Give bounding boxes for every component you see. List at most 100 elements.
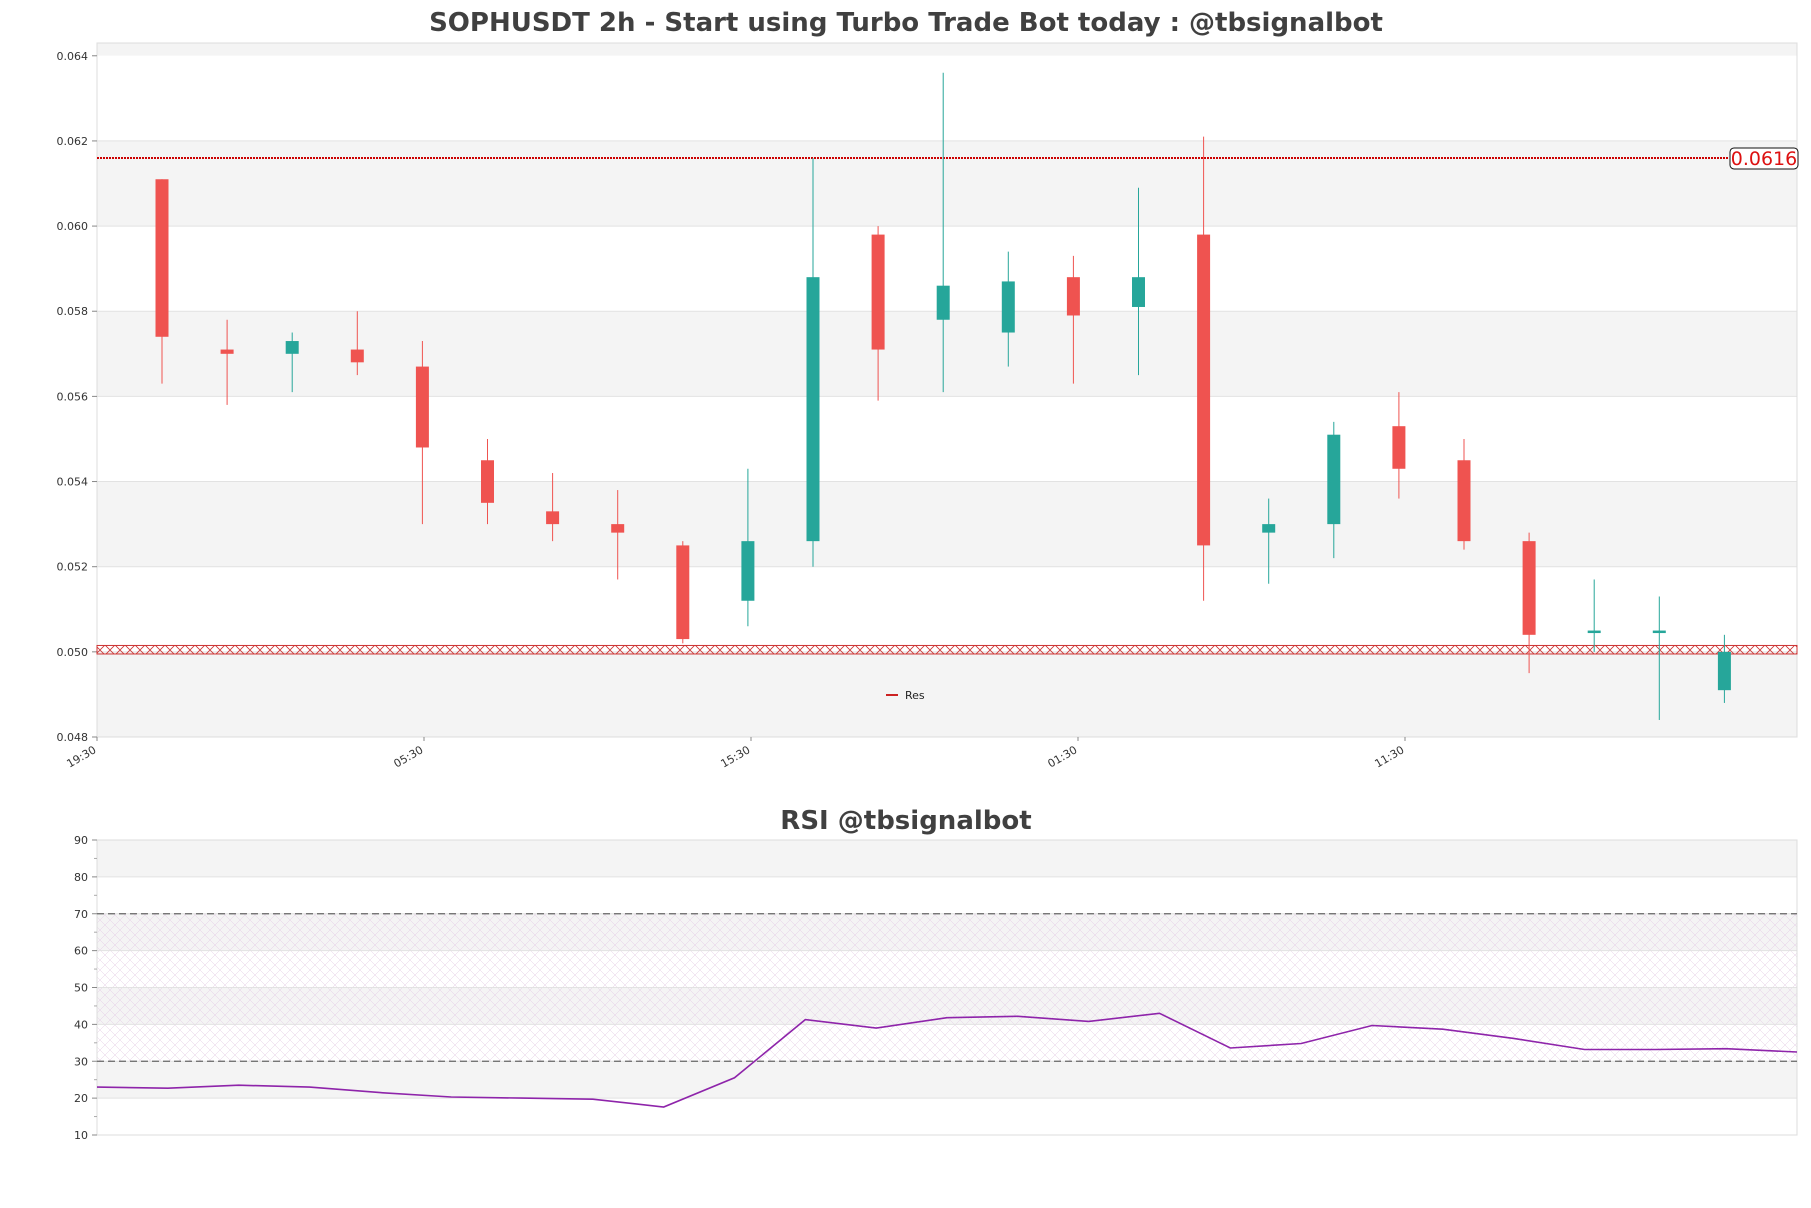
candle (611, 490, 625, 580)
support-band-fill (96, 644, 1798, 655)
rsi-zone-hatch (97, 913, 1797, 951)
candle-body (936, 285, 950, 320)
candle-body (676, 545, 690, 640)
candle (1392, 392, 1406, 499)
price-y-tick-label: 0.064 (57, 50, 89, 63)
candle (415, 341, 429, 525)
rsi-chart-title: RSI @tbsignalbot (780, 806, 1031, 836)
rsi-y-tick-label: 30 (74, 1055, 88, 1068)
price-band (97, 43, 1797, 56)
price-band (97, 481, 1797, 567)
rsi-y-axis: 10 20 30 40 50 60 70 80 90 (74, 834, 97, 1142)
rsi-y-tick-label: 60 (74, 945, 88, 958)
price-y-tick-label: 0.048 (57, 731, 89, 744)
price-y-tick-label: 0.056 (57, 390, 89, 403)
rsi-y-tick-label: 90 (74, 834, 88, 847)
candle-body (1717, 651, 1731, 691)
candle (1522, 532, 1536, 674)
candle-body (1327, 434, 1341, 525)
candle-body (871, 234, 885, 350)
price-band (97, 651, 1797, 737)
price-y-tick-label: 0.052 (57, 561, 89, 574)
price-band (97, 396, 1797, 482)
candle-body (1522, 541, 1536, 635)
candle (350, 311, 364, 376)
resistance-price-label: 0.0616 (1729, 147, 1799, 170)
candle (155, 179, 169, 384)
candle (220, 319, 234, 405)
rsi-band (97, 1061, 1797, 1099)
candle-body (1001, 281, 1015, 333)
rsi-grid-bands (97, 840, 1797, 1136)
candle-body (806, 277, 820, 542)
rsi-y-tick-label: 20 (74, 1092, 88, 1105)
price-y-tick-label: 0.054 (57, 476, 89, 489)
candle (1066, 255, 1080, 384)
candle (1717, 634, 1731, 703)
price-grid-bands (97, 43, 1797, 738)
candle-body (155, 179, 169, 337)
candle (1197, 136, 1211, 601)
price-y-tick-label: 0.058 (57, 305, 89, 318)
candle (1001, 251, 1015, 367)
resistance-label-box (1729, 147, 1799, 170)
legend-res-label: Res (905, 689, 925, 702)
legend: Res (886, 689, 925, 702)
rsi-level-lines (97, 913, 1797, 1062)
candle-body (1066, 277, 1080, 316)
candle-body (1652, 630, 1666, 634)
candle-body (611, 524, 625, 533)
price-band (97, 311, 1797, 397)
candle (1587, 579, 1601, 652)
candle (1327, 421, 1341, 559)
candle (741, 468, 755, 627)
rsi-line (96, 1012, 1798, 1108)
price-x-tick-label: 05:30 (392, 743, 426, 770)
rsi-zone-hatch (97, 1024, 1797, 1062)
support-band (96, 644, 1798, 655)
price-plot-frame (96, 42, 1798, 738)
candle-body (1587, 630, 1601, 634)
price-x-tick-label: 01:30 (1046, 743, 1080, 770)
candle-body (1392, 426, 1406, 469)
candle (546, 473, 560, 542)
rsi-zone-hatch (97, 950, 1797, 988)
rsi-band (97, 1098, 1797, 1135)
candle (481, 438, 494, 525)
candle (1652, 596, 1666, 720)
candle (936, 72, 950, 393)
rsi-y-tick-label: 80 (74, 871, 88, 884)
candles (155, 72, 1731, 720)
candle-body (1262, 524, 1276, 533)
candle-body (481, 460, 494, 503)
rsi-band (97, 876, 1797, 914)
price-band (97, 140, 1797, 227)
rsi-y-tick-label: 70 (74, 908, 88, 921)
price-y-tick-label: 0.060 (57, 220, 89, 233)
candle (1132, 187, 1145, 376)
rsi-y-tick-label: 10 (74, 1129, 88, 1142)
resistance-label-text: 0.0616 (1731, 148, 1797, 170)
price-chart-title: SOPHUSDT 2h - Start using Turbo Trade Bo… (429, 8, 1383, 38)
rsi-band (97, 840, 1797, 877)
candle-body (415, 366, 429, 448)
candle-body (1132, 277, 1145, 307)
candle (285, 332, 299, 393)
price-band (97, 566, 1797, 652)
candle (806, 157, 820, 567)
rsi-y-tick-label: 40 (74, 1018, 88, 1031)
price-x-tick-label: 15:30 (719, 743, 753, 770)
price-x-axis: 19:30 05:30 15:30 01:30 11:30 (65, 737, 1407, 770)
rsi-y-tick-label: 50 (74, 982, 88, 995)
candle (676, 541, 690, 644)
candle-body (741, 541, 755, 601)
candle (1457, 438, 1471, 550)
candle-body (546, 511, 560, 525)
price-band (97, 55, 1797, 141)
candle (871, 226, 885, 401)
price-y-axis: 0.048 0.050 0.052 0.054 0.056 0.058 0.060 0.062… (57, 50, 97, 744)
candle-body (350, 349, 364, 363)
price-x-tick-label: 11:30 (1373, 743, 1407, 770)
candle-body (285, 341, 299, 354)
